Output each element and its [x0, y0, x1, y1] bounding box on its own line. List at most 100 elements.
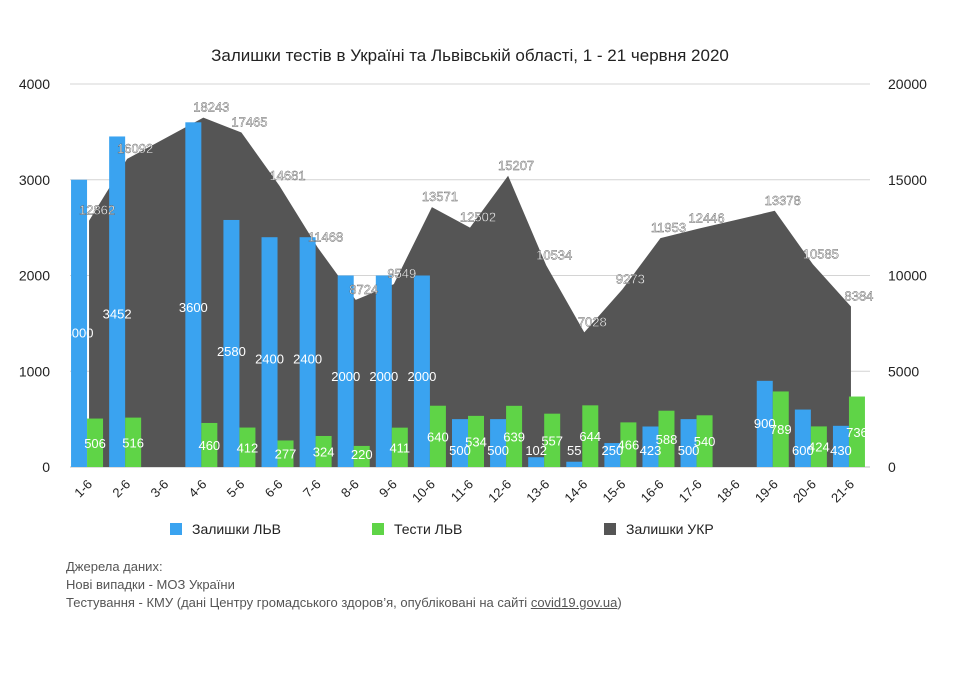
bar-testy-lviv: [810, 426, 827, 467]
x-tick-label: 5-6: [224, 477, 248, 501]
bar-testy-lviv: [87, 418, 104, 467]
legend-swatch: [372, 523, 384, 535]
data-label-zalyshky-lviv: 3452: [103, 306, 132, 321]
data-label-testy-lviv: 412: [237, 440, 259, 455]
data-label-zalyshky-lviv: 3600: [179, 300, 208, 315]
data-label-zalyshky-lviv: 2000: [369, 369, 398, 384]
data-label-zalyshky-ukr: 11953: [651, 220, 686, 235]
bar-testy-lviv: [582, 405, 599, 467]
data-label-testy-lviv: 506: [84, 436, 106, 451]
x-tick-label: 7-6: [300, 477, 324, 501]
y-left-tick-label: 2000: [19, 268, 50, 284]
bar-zalyshky-lviv: [794, 409, 811, 467]
bar-zalyshky-lviv: [642, 426, 659, 467]
data-label-zalyshky-ukr: 7028: [578, 314, 607, 329]
bar-testy-lviv: [239, 427, 256, 467]
sources-heading: Джерела даних:: [66, 559, 163, 574]
x-tick-label: 20-6: [790, 477, 819, 506]
data-label-zalyshky-lviv: 500: [449, 443, 471, 458]
data-label-testy-lviv: 640: [427, 429, 449, 444]
data-label-zalyshky-lviv: 500: [678, 443, 700, 458]
data-label-zalyshky-lviv: 2400: [293, 352, 322, 367]
bar-testy-lviv: [201, 422, 218, 467]
bar-zalyshky-lviv: [490, 419, 507, 467]
bar-zalyshky-lviv: [299, 237, 316, 467]
bar-testy-lviv: [468, 415, 484, 467]
data-label-zalyshky-lviv: 430: [830, 443, 852, 458]
y-left-tick-label: 3000: [19, 172, 50, 188]
legend-label: Тести ЛЬВ: [394, 521, 462, 537]
bar-zalyshky-lviv: [413, 275, 430, 467]
data-label-testy-lviv: 220: [351, 447, 373, 462]
bar-zalyshky-lviv: [452, 419, 468, 467]
data-label-testy-lviv: 736: [846, 425, 868, 440]
bar-zalyshky-lviv: [566, 461, 583, 467]
data-label-zalyshky-ukr: 17465: [231, 115, 267, 130]
bar-testy-lviv: [620, 422, 637, 467]
x-tick-label: 16-6: [638, 477, 667, 506]
data-label-testy-lviv: 534: [465, 434, 487, 449]
sources-line-2: Тестування - КМУ (дані Центру громадсько…: [66, 594, 622, 612]
bar-zalyshky-lviv: [756, 380, 773, 467]
data-label-zalyshky-ukr: 12446: [688, 211, 724, 226]
data-label-testy-lviv: 516: [122, 435, 144, 450]
data-label-zalyshky-ukr: 16092: [117, 141, 153, 156]
sources-link[interactable]: covid19.gov.ua: [530, 595, 618, 610]
bar-zalyshky-lviv: [680, 419, 697, 467]
data-label-zalyshky-lviv: 3000: [65, 326, 94, 341]
data-label-zalyshky-lviv: 2000: [407, 369, 436, 384]
bar-zalyshky-lviv: [185, 122, 202, 468]
legend-label: Залишки ЛЬВ: [192, 521, 281, 537]
data-label-zalyshky-lviv: 900: [754, 416, 776, 431]
data-label-zalyshky-lviv: 500: [487, 443, 509, 458]
y-right-tick-label: 5000: [888, 363, 919, 379]
x-tick-label: 18-6: [714, 477, 743, 506]
data-label-zalyshky-ukr: 10534: [536, 247, 572, 262]
chart-title: Залишки тестів в Україні та Львівській о…: [211, 46, 729, 65]
data-label-zalyshky-lviv: 600: [792, 443, 814, 458]
x-tick-label: 3-6: [147, 477, 171, 501]
data-label-testy-lviv: 277: [275, 447, 297, 462]
x-tick-label: 12-6: [485, 477, 514, 506]
bar-zalyshky-lviv: [375, 275, 392, 467]
legend-swatch: [604, 523, 616, 535]
bar-testy-lviv: [277, 440, 294, 467]
data-label-zalyshky-ukr: 8384: [844, 288, 873, 303]
data-label-testy-lviv: 639: [503, 429, 525, 444]
bar-testy-lviv: [125, 417, 142, 467]
data-label-zalyshky-lviv: 2580: [217, 344, 246, 359]
data-label-zalyshky-lviv: 2000: [331, 369, 360, 384]
x-tick-label: 21-6: [828, 477, 857, 506]
y-right-tick-label: 0: [888, 459, 896, 475]
data-label-zalyshky-ukr: 15207: [498, 158, 534, 173]
bar-testy-lviv: [848, 396, 865, 467]
bar-zalyshky-lviv: [832, 425, 849, 467]
data-label-zalyshky-lviv: 55: [567, 443, 581, 458]
bar-testy-lviv: [353, 445, 370, 467]
data-label-zalyshky-ukr: 12502: [460, 210, 496, 225]
area-zalyshky-ukr: [89, 117, 851, 468]
area-series: [89, 117, 851, 468]
data-label-zalyshky-ukr: 10585: [803, 246, 839, 261]
legend-label: Залишки УКР: [626, 521, 714, 537]
data-label-testy-lviv: 424: [808, 440, 830, 455]
legend: Залишки ЛЬВ Тести ЛЬВ Залишки УКР: [170, 521, 714, 537]
bar-zalyshky-lviv: [528, 457, 545, 467]
bar-testy-lviv: [315, 435, 332, 467]
data-label-testy-lviv: 411: [389, 440, 410, 455]
x-tick-label: 14-6: [561, 477, 590, 506]
y-left-tick-label: 1000: [19, 363, 50, 379]
data-label-testy-lviv: 789: [770, 422, 792, 437]
bar-testy-lviv: [429, 405, 446, 467]
data-label-zalyshky-ukr: 8724: [349, 282, 378, 297]
bar-zalyshky-lviv: [337, 275, 354, 467]
y-left-tick-label: 4000: [19, 76, 50, 92]
data-label-testy-lviv: 588: [656, 432, 678, 447]
y-right-tick-label: 20000: [888, 76, 927, 92]
x-tick-label: 17-6: [676, 477, 705, 506]
x-tick-label: 8-6: [338, 477, 362, 501]
data-label-zalyshky-ukr: 11468: [308, 229, 343, 244]
chart: Залишки тестів в Україні та Львівській о…: [19, 46, 927, 537]
x-tick-label: 15-6: [599, 477, 628, 506]
bar-zalyshky-lviv: [261, 237, 278, 467]
